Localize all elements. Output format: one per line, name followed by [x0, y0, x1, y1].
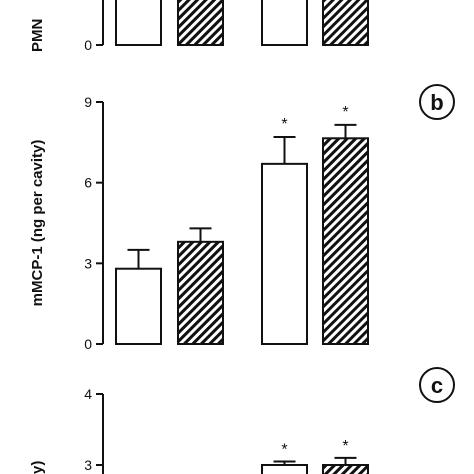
- panel-c: c y) 3 4 * *: [29, 367, 455, 474]
- panel-b-y-axis-label: mMCP-1 (ng per cavity): [29, 140, 46, 307]
- panel-b-bar-0: [115, 267, 162, 346]
- panel-c-y-axis-label: y): [29, 461, 46, 474]
- panel-b-y-tick-label-2: 6: [84, 175, 92, 191]
- panel-b-y-tick-label-1: 3: [84, 255, 92, 271]
- panel-b-y-tick-label-3: 9: [84, 94, 92, 110]
- panel-c-bar-0: [261, 464, 308, 474]
- panel-c-significance-0: *: [281, 441, 287, 458]
- panel-b-letter: b: [430, 90, 443, 115]
- panel-b-bar-3: [322, 137, 369, 345]
- panel-b-letter-circle: [419, 84, 455, 120]
- panel-b-significance-2: *: [281, 116, 287, 133]
- panel-c-y-tick-label-0: 3: [84, 457, 92, 473]
- panel-a: 0 PMN: [29, 0, 369, 53]
- panel-c-bar-1: [322, 464, 369, 474]
- panel-a-bar-3: [322, 0, 369, 46]
- panel-b-significance-3: *: [342, 104, 348, 121]
- panel-b-y-tick-label-0: 0: [84, 336, 92, 352]
- panel-a-y-tick-label-0: 0: [84, 37, 92, 53]
- panel-a-bar-2: [261, 0, 308, 46]
- panel-c-letter-circle: [419, 367, 455, 403]
- panel-c-letter: c: [431, 373, 443, 398]
- panel-b: b mMCP-1 (ng per cavity) 0 3 6 9 * *: [29, 84, 455, 352]
- panel-c-y-tick-label-1: 4: [84, 386, 92, 402]
- panel-a-bar-0: [115, 0, 162, 46]
- panel-c-significance-1: *: [342, 438, 348, 455]
- panel-a-y-axis-label: PMN: [29, 19, 46, 52]
- panel-b-bar-2: [261, 162, 308, 345]
- panel-b-bar-1: [177, 240, 224, 345]
- panel-a-bar-1: [177, 0, 224, 46]
